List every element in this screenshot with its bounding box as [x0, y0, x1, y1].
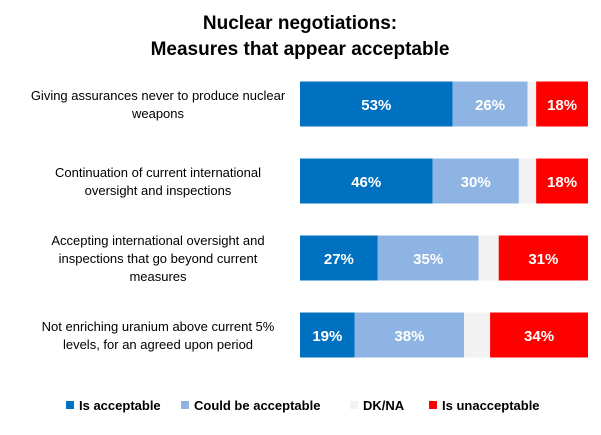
data-label: 46% — [351, 174, 381, 191]
legend-swatch — [350, 401, 358, 409]
data-label: 53% — [361, 97, 391, 114]
legend-label: Is acceptable — [79, 398, 161, 413]
data-label: 26% — [475, 97, 505, 114]
bar-segment — [527, 81, 537, 127]
data-label: 30% — [461, 174, 491, 191]
data-label: 18% — [547, 174, 577, 191]
legend-swatch — [181, 401, 189, 409]
category-label: Continuation of current international — [55, 165, 261, 180]
bar-segment — [452, 81, 528, 127]
chart-title: Nuclear negotiations: Measures that appea… — [151, 13, 450, 60]
bar-segment — [354, 312, 465, 358]
bar-segment — [300, 158, 433, 204]
category-label: levels, for an agreed upon period — [63, 337, 253, 352]
bar-segment — [300, 81, 453, 127]
category-label: Giving assurances never to produce nucle… — [31, 88, 286, 103]
category-label: Not enriching uranium above current 5% — [42, 319, 275, 334]
data-label: 31% — [528, 251, 558, 268]
category-labels: Giving assurances never to produce nucle… — [31, 88, 286, 352]
category-label: weapons — [131, 106, 185, 121]
bar-segment — [490, 312, 588, 358]
category-label: measures — [129, 269, 187, 284]
bar-segment — [377, 235, 479, 281]
category-label: Accepting international oversight and — [51, 233, 264, 248]
bar-segment — [300, 235, 378, 281]
legend: Is acceptable Could be acceptable DK/NA Is … — [66, 398, 540, 413]
category-label: inspections that go beyond current — [59, 251, 258, 266]
legend-label: DK/NA — [363, 398, 405, 413]
legend-swatch — [429, 401, 437, 409]
bar-segment — [300, 312, 355, 358]
data-label: 18% — [547, 97, 577, 114]
bar-segment — [536, 158, 588, 204]
chart-title-line: Measures that appear acceptable — [151, 39, 450, 60]
bar-segment — [464, 312, 491, 358]
chart-title-line: Nuclear negotiations: — [203, 13, 397, 34]
bar-segment — [498, 235, 588, 281]
bar-segment — [432, 158, 519, 204]
bars: 53% 26% 18% 46% 30% 18% 27% 35% 31% 19% 38% 34% — [300, 81, 588, 358]
legend-label: Is unacceptable — [442, 398, 540, 413]
data-label: 35% — [413, 251, 443, 268]
legend-label: Could be acceptable — [194, 398, 320, 413]
category-label: oversight and inspections — [85, 183, 232, 198]
data-label: 19% — [312, 328, 342, 345]
bar-segment — [536, 81, 588, 127]
legend-swatch — [66, 401, 74, 409]
data-label: 27% — [324, 251, 354, 268]
data-label: 38% — [394, 328, 424, 345]
bar-segment — [478, 235, 499, 281]
bar-segment — [518, 158, 537, 204]
data-label: 34% — [524, 328, 554, 345]
